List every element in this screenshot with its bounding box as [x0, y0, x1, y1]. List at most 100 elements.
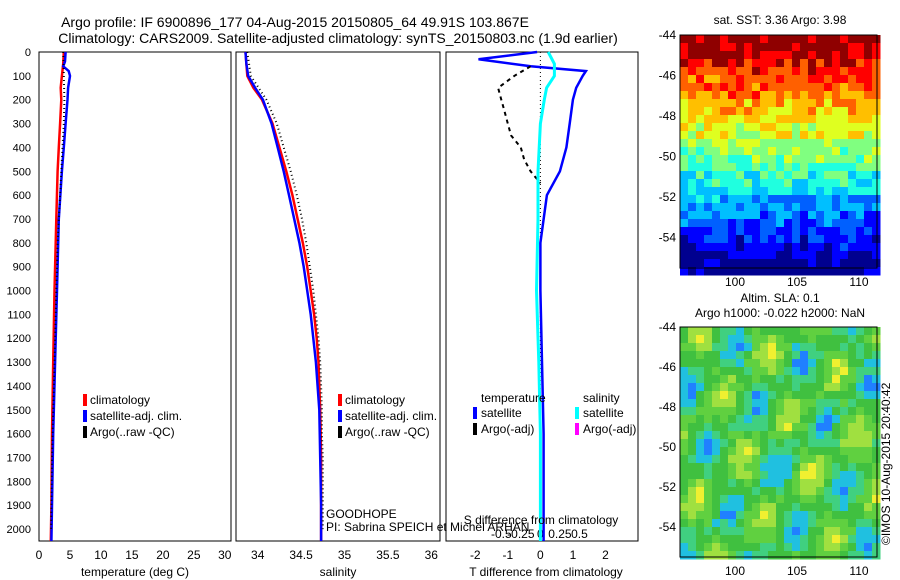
- map-cell: [808, 383, 817, 392]
- map-cell: [824, 123, 833, 132]
- lat-tick-label: -46: [659, 360, 677, 374]
- map-cell: [840, 495, 849, 504]
- map-cell: [832, 383, 841, 392]
- map-cell: [792, 187, 801, 196]
- map-cell: [688, 543, 697, 552]
- map-cell: [808, 219, 817, 228]
- map-cell: [680, 383, 689, 392]
- map-cell: [704, 359, 713, 368]
- map-cell: [768, 59, 777, 68]
- map-cell: [704, 115, 713, 124]
- map-cell: [824, 479, 833, 488]
- map-cell: [696, 407, 705, 416]
- map-cell: [696, 219, 705, 228]
- map-cell: [688, 155, 697, 164]
- map-cell: [744, 147, 753, 156]
- map-cell: [832, 527, 841, 536]
- map-cell: [856, 219, 865, 228]
- map-cell: [744, 211, 753, 220]
- map-cell: [792, 139, 801, 148]
- map-cell: [808, 99, 817, 108]
- map-cell: [768, 335, 777, 344]
- map-cell: [784, 67, 793, 76]
- map-cell: [848, 415, 857, 424]
- map-cell: [720, 407, 729, 416]
- map-cell: [680, 463, 689, 472]
- map-cell: [776, 351, 785, 360]
- map-cell: [800, 59, 809, 68]
- map-cell: [816, 75, 825, 84]
- map-cell: [696, 99, 705, 108]
- map-cell: [784, 519, 793, 528]
- map-cell: [856, 519, 865, 528]
- map-cell: [824, 471, 833, 480]
- map-cell: [728, 123, 737, 132]
- map-cell: [696, 351, 705, 360]
- map-cell: [712, 503, 721, 512]
- map-cell: [864, 219, 873, 228]
- map-cell: [704, 179, 713, 188]
- map-cell: [736, 219, 745, 228]
- map-cell: [792, 487, 801, 496]
- map-cell: [800, 99, 809, 108]
- map-cell: [840, 415, 849, 424]
- map-cell: [696, 367, 705, 376]
- map-cell: [696, 187, 705, 196]
- map-cell: [720, 75, 729, 84]
- map-cell: [728, 415, 737, 424]
- map-cell: [760, 147, 769, 156]
- map-cell: [720, 83, 729, 92]
- map-cell: [864, 67, 873, 76]
- map-cell: [832, 139, 841, 148]
- map-cell: [864, 511, 873, 520]
- map-cell: [728, 519, 737, 528]
- map-cell: [784, 463, 793, 472]
- map-cell: [752, 431, 761, 440]
- map-cell: [848, 155, 857, 164]
- map-cell: [680, 479, 689, 488]
- map-cell: [760, 455, 769, 464]
- map-cell: [864, 131, 873, 140]
- map-cell: [744, 367, 753, 376]
- map-cell: [872, 519, 881, 528]
- map-cell: [768, 51, 777, 60]
- map-cell: [872, 503, 881, 512]
- map-cell: [784, 431, 793, 440]
- map-cell: [784, 179, 793, 188]
- legend-swatch-argo: [83, 426, 87, 438]
- map-cell: [680, 131, 689, 140]
- map-cell: [752, 163, 761, 172]
- map-cell: [840, 335, 849, 344]
- map-cell: [736, 391, 745, 400]
- map-cell: [744, 383, 753, 392]
- map-cell: [696, 343, 705, 352]
- lat-tick-label: -52: [659, 190, 677, 204]
- map-cell: [816, 551, 825, 560]
- map-cell: [712, 359, 721, 368]
- map-cell: [776, 447, 785, 456]
- map-cell: [752, 447, 761, 456]
- map-cell: [752, 59, 761, 68]
- map-cell: [784, 259, 793, 268]
- map-cell: [840, 107, 849, 116]
- map-cell: [848, 123, 857, 132]
- map-cell: [704, 479, 713, 488]
- map-cell: [712, 487, 721, 496]
- map-cell: [712, 399, 721, 408]
- map-cell: [760, 463, 769, 472]
- map-cell: [768, 107, 777, 116]
- map-cell: [800, 51, 809, 60]
- map-cell: [816, 123, 825, 132]
- map-cell: [680, 367, 689, 376]
- map-cell: [832, 179, 841, 188]
- lat-tick-label: -50: [659, 440, 677, 454]
- map-cell: [768, 75, 777, 84]
- map-cell: [736, 375, 745, 384]
- map-cell: [848, 391, 857, 400]
- map-cell: [872, 195, 881, 204]
- map-cell: [824, 139, 833, 148]
- map-cell: [800, 243, 809, 252]
- map-cell: [840, 43, 849, 52]
- map-cell: [696, 147, 705, 156]
- map-cell: [752, 227, 761, 236]
